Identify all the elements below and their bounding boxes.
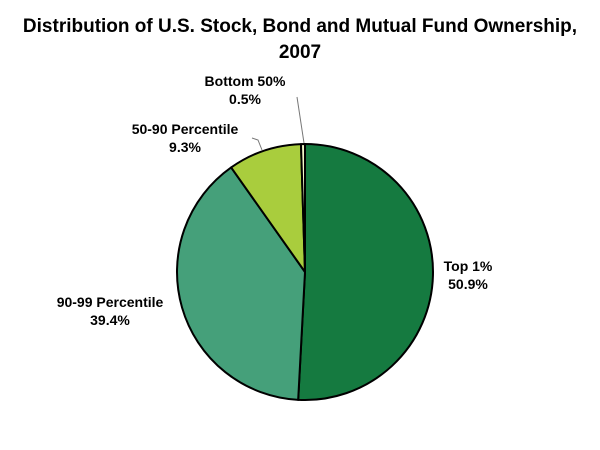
value-bottom-50: 0.5% — [229, 91, 261, 107]
pie-slice-top-1 — [297, 143, 434, 401]
chart-title: Distribution of U.S. Stock, Bond and Mut… — [22, 16, 578, 63]
label-top-1: Top 1% — [444, 258, 493, 274]
pie-slice-90-99-percentile — [176, 166, 306, 401]
label-bottom-50: Bottom 50% — [205, 73, 286, 89]
value-50-90: 9.3% — [169, 139, 201, 155]
value-top-1: 50.9% — [448, 276, 488, 292]
leader-line-50-90 — [251, 137, 263, 151]
leader-line-bottom-50 — [296, 96, 305, 144]
pie-slice-bottom-50 — [299, 143, 306, 273]
value-90-99: 39.4% — [90, 312, 130, 328]
label-50-90: 50-90 Percentile — [132, 121, 239, 137]
label-90-99: 90-99 Percentile — [57, 294, 164, 310]
